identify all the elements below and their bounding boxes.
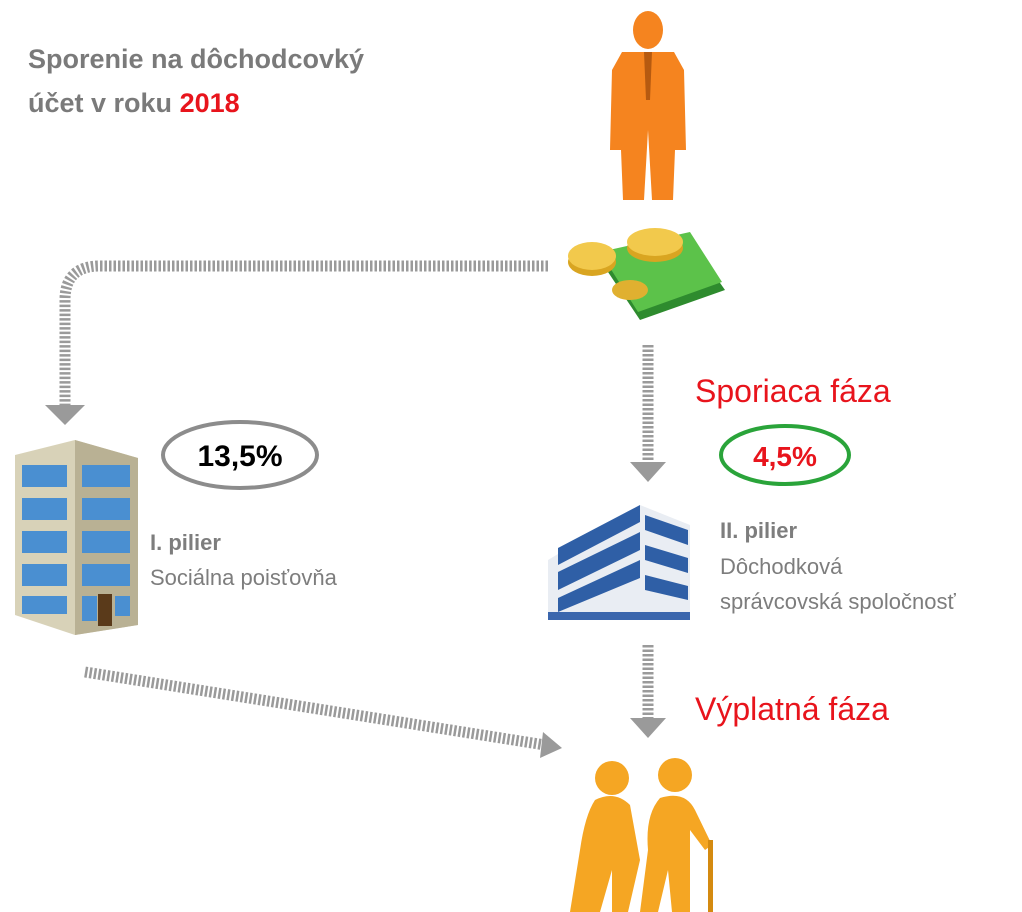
- pillar2-institution-line2: správcovská spoločnosť: [720, 589, 956, 614]
- payout-phase: Výplatná fáza: [695, 691, 889, 727]
- pillar2-name: II. pilier: [720, 518, 797, 543]
- title-line2: účet v roku 2018: [28, 88, 240, 118]
- title-year: 2018: [180, 88, 240, 118]
- elderly-icon: [570, 758, 713, 912]
- rate-ellipse: [161, 420, 319, 490]
- rate-ellipse: [719, 424, 851, 486]
- pillar2-rate: 4,5%: [753, 441, 817, 472]
- arrows: [45, 260, 666, 758]
- title-text: účet v roku: [28, 88, 172, 118]
- pillar2-institution-line1: Dôchodková: [720, 554, 843, 579]
- saving-phase: Sporiaca fáza: [695, 373, 891, 409]
- money-icon: [568, 228, 725, 320]
- pillar1-institution: Sociálna poisťovňa: [150, 565, 338, 590]
- building-icon: [15, 440, 138, 635]
- pillar1-rate: 13,5%: [197, 440, 282, 473]
- person-icon: [610, 11, 686, 200]
- title-line1: Sporenie na dôchodcovký: [28, 44, 364, 74]
- company-icon: [548, 505, 690, 620]
- pillar1-name: I. pilier: [150, 530, 221, 555]
